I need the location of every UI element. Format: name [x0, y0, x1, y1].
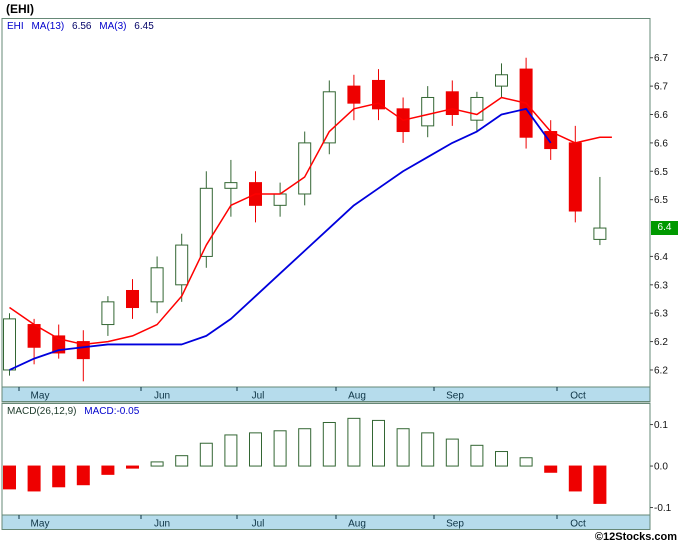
ma13-line [9, 107, 552, 371]
candle-body [76, 341, 90, 360]
macd-bar [396, 428, 410, 467]
macd-bar [52, 465, 66, 488]
candle-body [150, 267, 164, 303]
legend-ma3-value: 6.45 [134, 21, 154, 32]
macd-bar [224, 434, 238, 467]
candle-body [445, 91, 459, 116]
macd-y-label: -0.1 [654, 503, 672, 514]
macd-bar [199, 442, 213, 467]
macd-month-label: Sep [446, 519, 464, 530]
candle-body [347, 85, 361, 104]
macd-bar [470, 444, 484, 467]
watermark-text: ©12Stocks.com [594, 531, 677, 543]
ticker-title: (EHI) [6, 2, 34, 16]
macd-bar [544, 465, 558, 473]
y-axis-label: 6.7 [654, 53, 668, 64]
y-axis-label: 6.6 [654, 138, 668, 149]
macd-bar [3, 465, 16, 490]
macd-month-label: Aug [348, 519, 366, 530]
month-label: Sep [446, 391, 464, 402]
macd-month-label: Jul [252, 519, 265, 530]
candle-body [568, 142, 582, 212]
y-axis-label: 6.2 [654, 337, 668, 348]
macd-bar [519, 457, 533, 467]
y-axis-label: 6.7 [654, 82, 668, 93]
candle-body [495, 74, 508, 87]
y-axis-label: 6.5 [654, 167, 668, 178]
month-band [1, 386, 651, 403]
price-chart: 6.7 6.7 6.6 6.6 6.5 6.5 6.4 6.3 6.3 6.2 6.2 May Jun J… [1, 18, 668, 403]
candle-body [322, 91, 336, 144]
macd-bar [27, 465, 41, 492]
macd-value-label: MACD:-0.05 [84, 406, 140, 417]
macd-month-label: May [31, 519, 50, 530]
price-pane-border [1, 18, 651, 402]
candle-body [470, 96, 484, 121]
candle-body [372, 79, 385, 110]
price-legend: EHI MA(13) 6.56 MA(3) 6.45 [7, 21, 159, 32]
macd-bar [273, 430, 287, 467]
macd-params-label: MACD(26,12,9) [7, 406, 77, 417]
legend-symbol: EHI [7, 21, 24, 32]
y-axis-label: 6.3 [654, 309, 668, 320]
macd-bar [175, 455, 189, 467]
candle-body [298, 142, 312, 195]
legend-ma3-label: MA(3) [99, 21, 127, 32]
macd-bar [445, 438, 459, 467]
ma3-line [9, 96, 612, 346]
macd-bar [495, 451, 508, 467]
macd-bar [421, 432, 435, 467]
y-axis-label: 6.2 [654, 365, 668, 376]
macd-bar [347, 417, 361, 467]
candle-body [3, 318, 16, 371]
y-axis-label: 6.3 [654, 280, 668, 291]
legend-ma13-label: MA(13) [31, 21, 65, 32]
current-price-badge: 6.4 [651, 221, 678, 236]
candle-body [101, 301, 115, 326]
y-axis-label: 6.6 [654, 110, 668, 121]
macd-bar [298, 428, 312, 467]
watermark: ©12Stocks.com [595, 531, 677, 543]
y-axis-label: 6.4 [654, 252, 668, 263]
candle-body [126, 289, 139, 309]
legend-ma13-value: 6.56 [72, 21, 92, 32]
macd-chart: 0.1 0.0 -0.1 May Jun Jul Aug Sep Oct [1, 403, 672, 530]
y-axis-label: 6.5 [654, 195, 668, 206]
macd-bar [101, 465, 115, 475]
month-label: May [31, 391, 50, 402]
month-label: Oct [570, 391, 586, 402]
candle-body [273, 193, 287, 206]
macd-bar [249, 432, 262, 467]
macd-bar [372, 419, 385, 467]
candle-body [27, 324, 41, 348]
month-label: Aug [348, 391, 366, 402]
macd-month-band [1, 514, 651, 530]
macd-month-label: Jun [154, 519, 170, 530]
month-label: Jul [252, 391, 265, 402]
macd-month-label: Oct [570, 519, 586, 530]
macd-y-label: 0.1 [654, 420, 668, 431]
macd-bar [76, 465, 90, 486]
month-label: Jun [154, 391, 170, 402]
candle-body [421, 96, 435, 127]
macd-bar [322, 421, 336, 467]
macd-bar [150, 461, 164, 467]
macd-bar [593, 465, 607, 504]
candle-body [224, 182, 238, 189]
candle-body [175, 244, 189, 286]
candle-body [593, 227, 607, 240]
macd-bar [126, 465, 139, 469]
macd-legend: MACD(26,12,9) MACD:-0.05 [7, 406, 144, 417]
macd-bar [568, 465, 582, 492]
macd-y-label: 0.0 [654, 462, 668, 473]
